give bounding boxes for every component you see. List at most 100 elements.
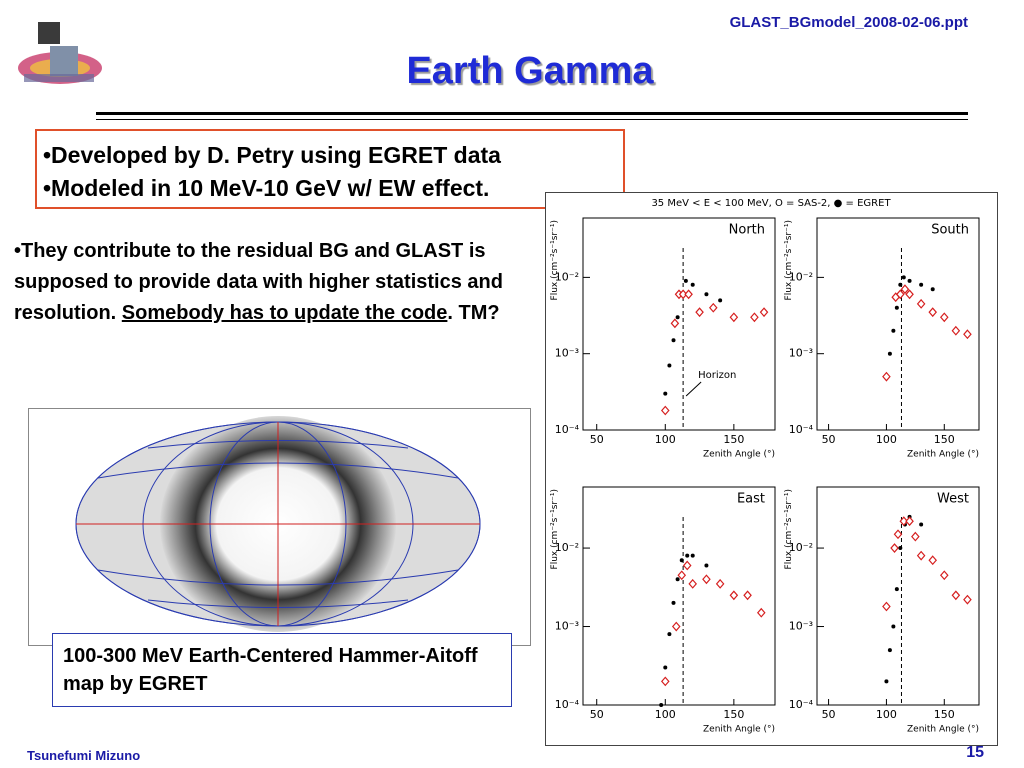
sas2-point xyxy=(682,560,692,571)
x-tick-label: 100 xyxy=(876,433,897,446)
author: Tsunefumi Mizuno xyxy=(27,748,141,763)
figure-title: 35 MeV < E < 100 MeV, O = SAS-2, ● = EGR… xyxy=(651,198,891,209)
y-tick-label: 10⁻² xyxy=(555,270,579,283)
sas2-point xyxy=(882,601,891,612)
sas2-point xyxy=(893,529,903,540)
rule xyxy=(96,112,968,115)
y-axis-label: Flux (cm⁻²s⁻¹sr⁻¹) xyxy=(550,220,560,300)
egret-point xyxy=(671,600,676,605)
egret-point xyxy=(919,282,924,287)
body-text: •They contribute to the residual BG and … xyxy=(14,236,549,329)
rule xyxy=(96,119,968,120)
sas2-point xyxy=(695,307,704,318)
sas2-point xyxy=(750,312,759,323)
x-tick-label: 50 xyxy=(822,433,836,446)
sas2-point xyxy=(928,307,938,318)
sas2-point xyxy=(963,594,972,605)
plot-frame xyxy=(816,486,980,706)
logo xyxy=(18,22,102,84)
egret-point xyxy=(690,282,695,287)
egret-point xyxy=(663,391,668,396)
sas2-point xyxy=(890,543,899,553)
plot-frame xyxy=(816,217,980,431)
bullet: •Modeled in 10 MeV-10 GeV w/ EW effect. xyxy=(43,175,490,201)
sas2-point xyxy=(729,312,739,323)
sas2-point xyxy=(759,307,769,318)
egret-point xyxy=(898,546,903,551)
egret-point xyxy=(887,351,892,356)
egret-point xyxy=(930,287,935,292)
underlined-text: Somebody has to update the code xyxy=(121,302,448,324)
egret-point xyxy=(675,315,680,320)
sas2-point xyxy=(670,318,680,329)
file-name: GLAST_BGmodel_2008-02-06.ppt xyxy=(729,14,968,31)
x-axis-label: Zenith Angle (°) xyxy=(703,450,775,460)
egret-point xyxy=(718,298,723,303)
sas2-point xyxy=(951,325,961,336)
figure: 35 MeV < E < 100 MeV, O = SAS-2, ● = EGR… xyxy=(545,192,998,746)
egret-point xyxy=(683,278,688,283)
x-tick-label: 150 xyxy=(723,708,744,721)
sas2-point xyxy=(729,590,739,601)
slide-title: Earth Gamma xyxy=(406,50,654,92)
sas2-point xyxy=(660,405,670,416)
sas2-point xyxy=(671,621,681,632)
page-number: 15 xyxy=(966,744,984,761)
egret-point xyxy=(907,278,912,283)
sas2-point xyxy=(678,289,688,300)
egret-point xyxy=(690,553,695,558)
sas2-point xyxy=(905,516,914,527)
egret-point xyxy=(894,587,899,592)
egret-point xyxy=(894,305,899,310)
egret-point xyxy=(898,282,903,287)
x-tick-label: 100 xyxy=(876,708,897,721)
egret-point xyxy=(679,558,684,563)
sas2-point xyxy=(756,607,766,618)
egret-point xyxy=(667,632,672,637)
sas2-point xyxy=(939,570,949,581)
x-tick-label: 150 xyxy=(934,433,955,446)
egret-point xyxy=(884,679,889,684)
egret-point xyxy=(663,665,668,670)
annotation-arrow xyxy=(685,381,702,397)
sas2-point xyxy=(899,516,909,527)
sas2-point xyxy=(905,289,914,300)
y-tick-label: 10⁻² xyxy=(789,541,813,554)
sas2-point xyxy=(939,312,949,323)
sas2-point xyxy=(916,550,926,561)
sas2-point xyxy=(896,289,905,300)
egret-point xyxy=(887,648,892,653)
sas2-point xyxy=(660,676,670,687)
y-tick-label: 10⁻² xyxy=(555,541,579,554)
y-tick-label: 10⁻⁴ xyxy=(789,423,814,436)
y-tick-label: 10⁻³ xyxy=(555,620,579,633)
sas2-point xyxy=(928,555,938,566)
y-axis-label: Flux (cm⁻²s⁻¹sr⁻¹) xyxy=(550,489,560,569)
text: . TM? xyxy=(447,302,500,324)
y-tick-label: 10⁻³ xyxy=(789,620,813,633)
egret-point xyxy=(704,563,709,568)
sas2-point xyxy=(684,289,693,300)
panel-title: North xyxy=(729,223,765,238)
x-tick-label: 150 xyxy=(934,708,955,721)
x-tick-label: 50 xyxy=(822,708,836,721)
y-axis-label: Flux (cm⁻²s⁻¹sr⁻¹) xyxy=(784,220,794,300)
x-tick-label: 100 xyxy=(655,433,676,446)
sas2-point xyxy=(743,590,752,601)
sas2-point xyxy=(677,570,687,581)
egret-point xyxy=(891,328,896,333)
y-tick-label: 10⁻³ xyxy=(555,347,579,360)
sas2-point xyxy=(916,298,926,309)
y-tick-label: 10⁻⁴ xyxy=(555,423,580,436)
x-tick-label: 50 xyxy=(590,708,604,721)
sas2-point xyxy=(911,531,920,542)
y-tick-label: 10⁻⁴ xyxy=(555,698,580,711)
sas2-point xyxy=(715,578,725,589)
sas2-point xyxy=(708,302,718,313)
egret-point xyxy=(659,703,664,707)
y-tick-label: 10⁻⁴ xyxy=(789,698,814,711)
egret-point xyxy=(667,363,672,368)
panel-title: West xyxy=(937,492,969,507)
egret-point xyxy=(891,624,896,629)
